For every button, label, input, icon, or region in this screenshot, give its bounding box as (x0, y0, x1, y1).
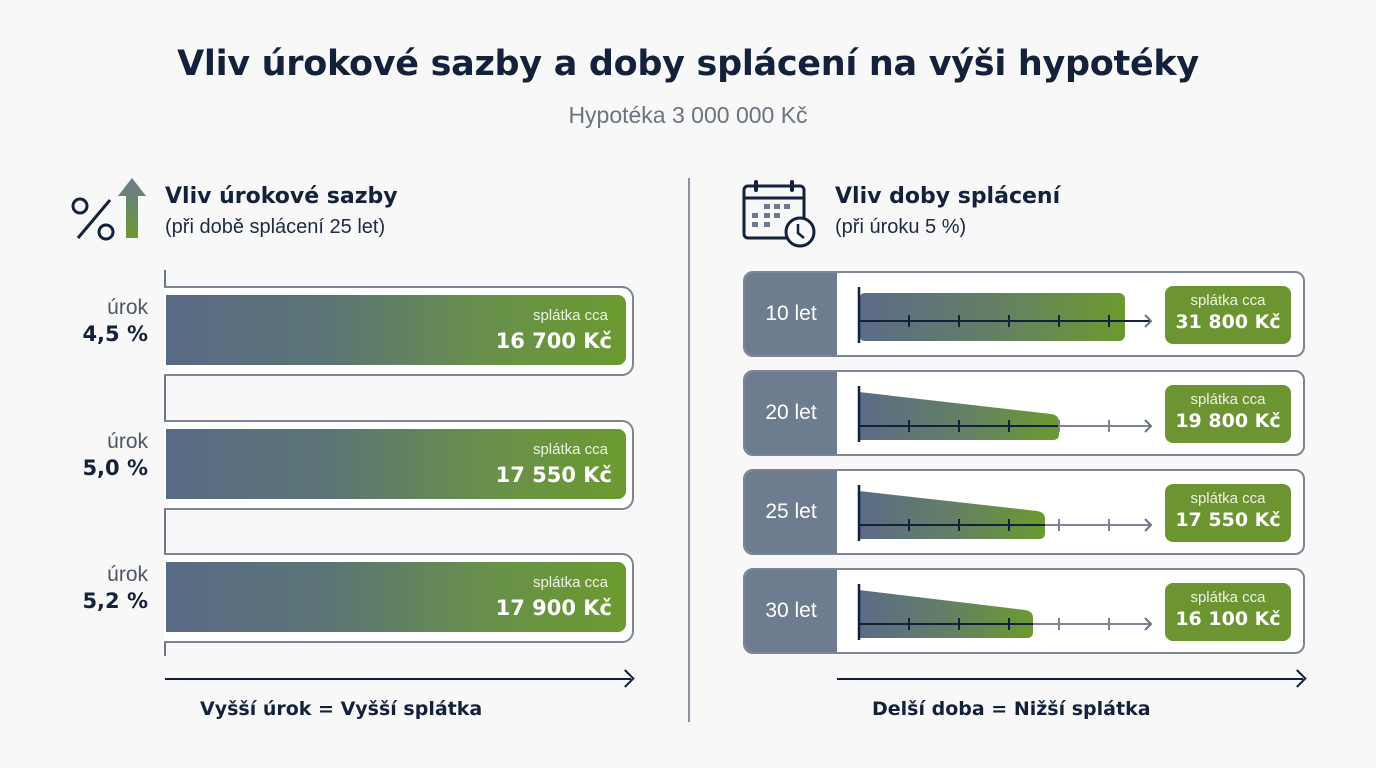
term-timeline-chart (857, 287, 1153, 343)
payment-label: splátka cca (1190, 292, 1266, 309)
calendar-clock-icon (742, 180, 816, 248)
rate-value: 5,0 % (82, 456, 148, 480)
right-trend-arrow (837, 678, 1303, 680)
rate-label: úrok (107, 296, 148, 319)
rate-value: 4,5 % (82, 322, 148, 346)
term-timeline-chart (857, 584, 1153, 640)
payment-value: 16 100 Kč (1175, 608, 1281, 630)
rate-label: úrok (107, 430, 148, 453)
rate-row: úrok 5,2 % splátka cca 17 900 Kč (70, 553, 640, 643)
term-label: 10 let (745, 273, 837, 355)
payment-value: 17 550 Kč (495, 463, 612, 487)
payment-label: splátka cca (532, 307, 608, 324)
term-label: 20 let (745, 372, 837, 454)
rate-value: 5,2 % (82, 589, 148, 613)
payment-value: 17 550 Kč (1175, 509, 1281, 531)
payment-bar: splátka cca 17 900 Kč (166, 562, 626, 632)
payment-value: 19 800 Kč (1175, 410, 1281, 432)
term-row: 20 let splátka cca 19 800 Kč (743, 370, 1305, 456)
payment-label: splátka cca (532, 574, 608, 591)
left-caption: Vyšší úrok = Vyšší splátka (200, 698, 483, 720)
rate-row: úrok 5,0 % splátka cca 17 550 Kč (70, 420, 640, 510)
panel-divider (688, 178, 690, 722)
payment-badge: splátka cca 17 550 Kč (1165, 484, 1291, 542)
payment-bar: splátka cca 16 700 Kč (166, 295, 626, 365)
payment-label: splátka cca (1190, 490, 1266, 507)
right-section-title: Vliv doby splácení (835, 184, 1061, 209)
term-row: 10 let splátka cca 31 800 Kč (743, 271, 1305, 357)
term-row: 25 let splátka cca 17 550 Kč (743, 469, 1305, 555)
payment-badge: splátka cca 19 800 Kč (1165, 385, 1291, 443)
page-title: Vliv úrokové sazby a doby splácení na vý… (177, 44, 1199, 84)
payment-label: splátka cca (1190, 391, 1266, 408)
term-row: 30 let splátka cca 16 100 Kč (743, 568, 1305, 654)
payment-bar: splátka cca 17 550 Kč (166, 429, 626, 499)
payment-label: splátka cca (1190, 589, 1266, 606)
left-trend-arrow (165, 678, 631, 680)
term-timeline-chart (857, 386, 1153, 442)
percent-arrow-up-icon (71, 178, 146, 241)
payment-value: 16 700 Kč (495, 329, 612, 353)
term-label: 25 let (745, 471, 837, 553)
left-section-subtitle: (při době splácení 25 let) (165, 216, 386, 238)
left-section-title: Vliv úrokové sazby (165, 184, 398, 209)
payment-label: splátka cca (532, 441, 608, 458)
term-timeline-chart (857, 485, 1153, 541)
payment-badge: splátka cca 31 800 Kč (1165, 286, 1291, 344)
right-caption: Delší doba = Nižší splátka (872, 698, 1151, 720)
payment-value: 17 900 Kč (495, 596, 612, 620)
payment-value: 31 800 Kč (1175, 311, 1281, 333)
term-label: 30 let (745, 570, 837, 652)
rate-label: úrok (107, 563, 148, 586)
rate-row: úrok 4,5 % splátka cca 16 700 Kč (70, 286, 640, 376)
page-subtitle: Hypotéka 3 000 000 Kč (568, 102, 808, 128)
right-section-subtitle: (při úroku 5 %) (835, 216, 967, 238)
payment-badge: splátka cca 16 100 Kč (1165, 583, 1291, 641)
